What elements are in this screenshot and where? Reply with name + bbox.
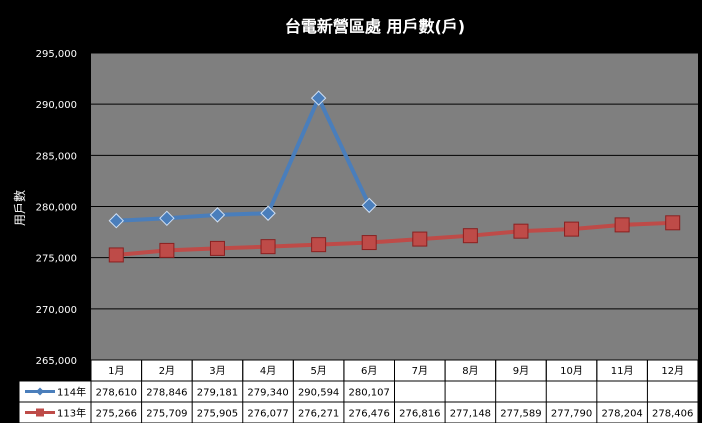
data-point <box>361 235 377 251</box>
data-label: 278,846 <box>146 388 187 399</box>
data-label: 276,077 <box>247 409 288 420</box>
legend-label: 113年 <box>57 407 86 420</box>
chart-title: 台電新營區處 用戶數(戶) <box>285 17 465 36</box>
data-point <box>209 207 226 223</box>
data-point <box>108 247 124 263</box>
x-tick-label: 3月 <box>209 365 225 377</box>
series-line <box>116 220 673 257</box>
data-point <box>462 228 478 244</box>
x-tick-label: 5月 <box>310 365 326 377</box>
series-line <box>116 96 372 223</box>
data-point <box>311 237 327 253</box>
y-tick-label: 275,000 <box>36 254 77 265</box>
data-point <box>564 221 580 237</box>
data-point <box>260 239 276 255</box>
table-row <box>18 401 699 423</box>
data-point <box>260 205 276 221</box>
legend-marker <box>36 387 44 396</box>
y-tick-label: 280,000 <box>36 203 77 214</box>
data-label: 275,709 <box>146 409 187 420</box>
x-tick-label: 11月 <box>611 365 634 377</box>
series-lines <box>116 96 673 257</box>
data-label: 275,266 <box>96 409 137 420</box>
y-tick-label: 290,000 <box>36 100 77 111</box>
x-tick-label: 12月 <box>661 365 684 377</box>
data-label: 277,589 <box>500 409 541 420</box>
data-label: 277,148 <box>450 409 491 420</box>
x-tick-label: 6月 <box>361 365 377 377</box>
data-point <box>614 217 630 233</box>
data-point <box>209 240 225 256</box>
data-label: 276,816 <box>399 409 440 420</box>
data-point <box>159 242 175 258</box>
y-tick-label: 285,000 <box>36 151 77 162</box>
data-point <box>108 213 124 229</box>
x-tick-label: 9月 <box>513 365 529 377</box>
y-tick-label: 295,000 <box>36 49 77 60</box>
data-label: 278,406 <box>652 409 693 420</box>
data-point <box>412 231 428 247</box>
data-label: 277,790 <box>551 409 592 420</box>
data-table: 1月 2月 3月 4月 5月 6月 7月 8月 9月 10月 11月 12月 114年 278,610 27… <box>18 359 699 423</box>
legend-marker <box>36 408 44 417</box>
y-tick-label: 265,000 <box>36 356 77 367</box>
x-tick-label: 8月 <box>462 365 478 377</box>
x-tick-label: 4月 <box>260 365 276 377</box>
y-ticks: 265,000 270,000 275,000 280,000 285,000 290,0… <box>36 49 77 367</box>
data-label: 276,476 <box>349 409 390 420</box>
x-tick-label: 1月 <box>108 365 124 377</box>
data-label: 279,340 <box>247 388 288 399</box>
data-label: 275,905 <box>197 409 238 420</box>
legend-label: 114年 <box>57 386 86 399</box>
y-tick-label: 270,000 <box>36 305 77 316</box>
data-point <box>361 197 377 214</box>
x-tick-label: 7月 <box>412 365 428 377</box>
data-label: 276,271 <box>298 409 339 420</box>
data-point <box>159 210 175 227</box>
data-point <box>513 223 529 239</box>
data-point <box>310 90 327 106</box>
data-label: 278,204 <box>601 409 642 420</box>
x-tick-label: 2月 <box>159 365 175 377</box>
x-tick-label: 10月 <box>560 365 583 377</box>
data-label: 280,107 <box>349 388 390 399</box>
data-label: 290,594 <box>298 388 339 399</box>
data-label: 279,181 <box>197 388 238 399</box>
data-label: 278,610 <box>96 388 137 399</box>
data-point <box>665 215 681 231</box>
series-markers <box>108 90 681 263</box>
y-axis-label: 用戶數 <box>13 190 27 226</box>
